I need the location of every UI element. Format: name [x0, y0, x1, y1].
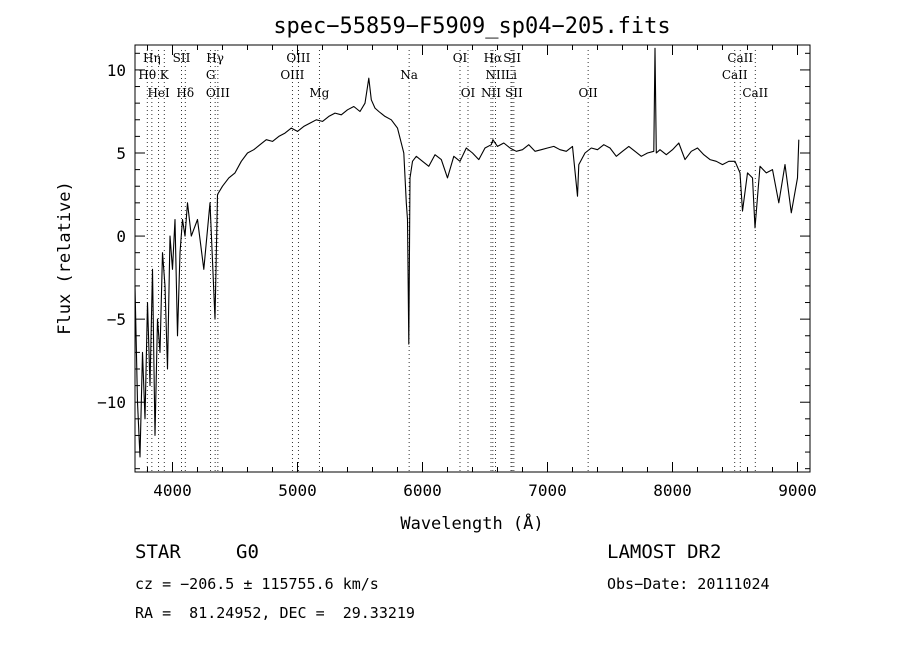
- line-label-3: K: [160, 68, 170, 82]
- y-tick-label-1: −5: [107, 310, 126, 329]
- line-label-14: OI: [461, 86, 476, 100]
- spectrum-line: [134, 47, 800, 458]
- line-label-1: Hθ: [138, 68, 156, 82]
- y-axis-label: Flux (relative): [55, 181, 75, 335]
- line-label-12: Na: [400, 68, 418, 82]
- line-label-15: Hα: [484, 51, 503, 65]
- line-label-11: Mg: [309, 86, 329, 100]
- x-tick-label-3: 7000: [528, 481, 567, 500]
- x-axis-label: Wavelength (Å): [400, 512, 543, 534]
- spectrum-series: [134, 47, 800, 458]
- line-label-6: Hγ: [206, 51, 224, 65]
- line-label-2: HeI: [147, 86, 170, 100]
- line-label-21: OII: [578, 86, 598, 100]
- y-tick-label-0: −10: [97, 393, 126, 412]
- line-label-18: Li: [505, 68, 517, 82]
- redshift-readout: cz = −206.5 ± 115755.6 km/s: [135, 575, 379, 593]
- line-label-20: SII: [505, 86, 523, 100]
- line-label-13: OI: [453, 51, 468, 65]
- coordinates-readout: RA = 81.24952, DEC = 29.33219: [135, 604, 415, 622]
- chart-title: spec−55859−F5909_sp04−205.fits: [273, 14, 670, 39]
- y-tick-label-2: 0: [116, 227, 126, 246]
- x-tick-label-1: 5000: [278, 481, 317, 500]
- x-tick-label-0: 4000: [153, 481, 192, 500]
- line-label-9: OIII: [286, 51, 310, 65]
- axis-ticks: 4000 5000 6000 7000 8000 9000 −10 −5 0 5 10: [97, 45, 817, 500]
- line-label-8: OIII: [206, 86, 230, 100]
- x-tick-label-5: 9000: [778, 481, 817, 500]
- y-tick-label-4: 10: [107, 61, 126, 80]
- line-label-0: Hη: [143, 51, 161, 65]
- line-label-16: SII: [503, 51, 521, 65]
- y-tick-label-3: 5: [116, 144, 126, 163]
- x-tick-label-4: 8000: [653, 481, 692, 500]
- line-label-10: OIII: [280, 68, 304, 82]
- line-label-17: NII: [486, 68, 506, 82]
- survey-name: LAMOST DR2: [607, 541, 722, 563]
- line-label-5: Hδ: [176, 86, 194, 100]
- x-tick-label-2: 6000: [403, 481, 442, 500]
- object-subclass: G0: [236, 541, 259, 563]
- line-label-19: NII: [481, 86, 501, 100]
- plot-frame: [134, 44, 811, 473]
- object-class: STAR: [135, 541, 181, 563]
- obs-date-readout: Obs−Date: 20111024: [607, 575, 770, 593]
- line-label-7: G: [206, 68, 216, 82]
- line-label-24: CaII: [742, 86, 768, 100]
- line-label-23: CaII: [722, 68, 748, 82]
- line-label-22: CaII: [727, 51, 753, 65]
- line-label-4: SII: [173, 51, 191, 65]
